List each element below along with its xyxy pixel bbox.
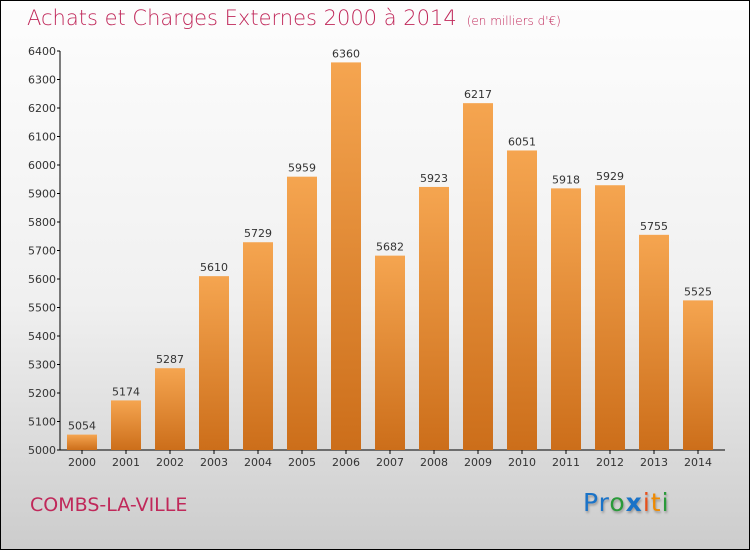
unit-label: (en milliers d'€) [466, 14, 561, 28]
data-label: 5959 [288, 162, 316, 175]
x-tick-label: 2012 [596, 456, 624, 469]
y-tick-label: 5600 [28, 273, 56, 286]
y-tick-label: 5900 [28, 188, 56, 201]
x-tick-label: 2004 [244, 456, 272, 469]
y-tick-label: 5200 [28, 387, 56, 400]
y-tick-label: 6200 [28, 102, 56, 115]
data-label: 6051 [508, 135, 536, 148]
chart-title: Achats et Charges Externes 2000 à 2014 (e… [27, 6, 561, 30]
y-tick-label: 5800 [28, 216, 56, 229]
y-tick-label: 5700 [28, 245, 56, 258]
x-tick-label: 2014 [684, 456, 712, 469]
data-label: 5755 [640, 220, 668, 233]
data-label: 5729 [244, 227, 272, 240]
bar [243, 242, 273, 450]
bar [111, 400, 141, 450]
x-tick-label: 2003 [200, 456, 228, 469]
y-tick-label: 6000 [28, 159, 56, 172]
bar [67, 434, 97, 450]
x-tick-label: 2009 [464, 456, 492, 469]
y-tick-label: 6300 [28, 74, 56, 87]
y-tick-label: 5100 [28, 416, 56, 429]
x-tick-label: 2006 [332, 456, 360, 469]
y-tick-label: 5400 [28, 330, 56, 343]
title-text: Achats et Charges Externes 2000 à 2014 [27, 6, 457, 30]
y-tick-label: 5500 [28, 302, 56, 315]
x-tick-label: 2001 [112, 456, 140, 469]
bar [595, 185, 625, 451]
data-label: 5174 [112, 385, 140, 398]
x-tick-label: 2008 [420, 456, 448, 469]
bar [199, 276, 229, 450]
bar [639, 234, 669, 450]
data-label: 5918 [552, 173, 580, 186]
data-label: 5923 [420, 172, 448, 185]
data-label: 5929 [596, 170, 624, 183]
data-label: 6360 [332, 47, 360, 60]
proxiti-logo: Proxiti [583, 488, 670, 517]
bar [463, 103, 493, 450]
city-name: COMBS-LA-VILLE [30, 494, 188, 516]
data-label: 5054 [68, 420, 96, 433]
data-label: 5287 [156, 353, 184, 366]
data-label: 5525 [684, 285, 712, 298]
bar [551, 188, 581, 450]
y-tick-label: 6100 [28, 131, 56, 144]
x-tick-label: 2000 [68, 456, 96, 469]
x-tick-label: 2010 [508, 456, 536, 469]
bar [419, 186, 449, 450]
y-tick-label: 5000 [28, 444, 56, 457]
bar [331, 62, 361, 451]
data-label: 5682 [376, 241, 404, 254]
x-tick-label: 2011 [552, 456, 580, 469]
y-tick-label: 5300 [28, 359, 56, 372]
bar [507, 150, 537, 450]
bar [155, 368, 185, 450]
x-tick-label: 2007 [376, 456, 404, 469]
x-tick-label: 2005 [288, 456, 316, 469]
bar [683, 300, 713, 450]
data-label: 6217 [464, 88, 492, 101]
bar [375, 255, 405, 450]
x-tick-label: 2002 [156, 456, 184, 469]
bar [287, 176, 317, 450]
x-tick-label: 2013 [640, 456, 668, 469]
data-label: 5610 [200, 261, 228, 274]
y-tick-label: 6400 [28, 45, 56, 58]
